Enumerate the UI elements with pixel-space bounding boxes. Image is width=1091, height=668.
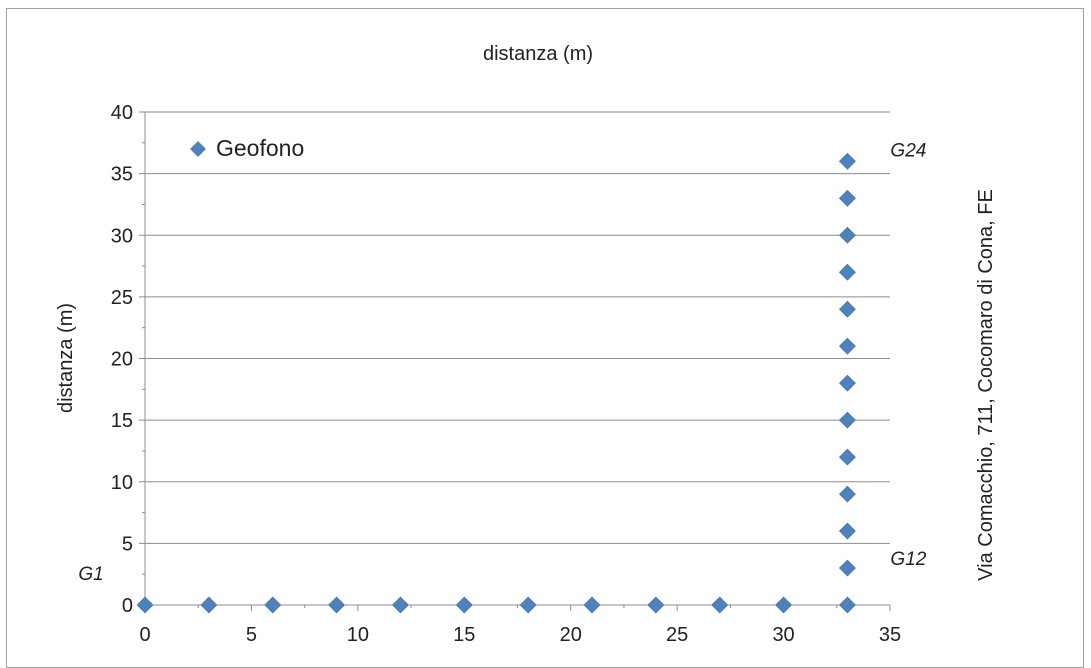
x-tick-label: 30 [772,624,794,646]
chart-frame [6,8,1084,668]
annotation-g24: G24 [890,140,926,161]
data-point [519,596,537,614]
y-tick-label: 0 [122,595,133,617]
y-tick-label: 25 [111,287,133,309]
y-tick-label: 30 [111,225,133,247]
data-point [839,411,856,429]
data-point [839,374,856,392]
x-tick-label: 0 [139,624,150,646]
x-tick-label: 20 [560,624,582,646]
y-tick-label: 5 [122,533,133,555]
data-point [839,522,856,540]
y-tick-label: 40 [111,102,133,124]
x-tick-label: 10 [347,624,369,646]
data-point [455,596,473,614]
x-tick-label: 25 [666,624,688,646]
x-tick-label: 35 [879,624,901,646]
y-tick-label: 10 [111,472,133,494]
tick-labels: 0 5 10 15 20 25 30 35 40 0 5 10 15 20 25 30 35 [111,102,901,646]
x-tick-label: 5 [246,624,257,646]
point-annotations: G1 G12 G24 [78,140,926,585]
x-tick-label: 15 [453,624,475,646]
y-tick-label: 15 [111,410,133,432]
legend-marker-geofono [190,141,206,157]
data-point [839,448,856,466]
data-point [839,300,856,318]
annotation-g12: G12 [890,549,926,570]
data-point [839,189,856,207]
annotation-g1: G1 [78,564,103,585]
data-point [839,559,856,577]
data-point [583,596,601,614]
data-point [775,596,792,614]
data-point [136,596,154,614]
data-point [392,596,409,614]
data-point [647,596,665,614]
data-point [839,226,856,244]
y-axis-label: distanza (m) [55,303,77,413]
data-point [839,485,856,503]
chart-title: distanza (m) [483,43,593,65]
legend: Geofono [190,135,304,161]
data-point [711,596,729,614]
legend-entry-geofono: Geofono [216,135,304,161]
y-tick-label: 20 [111,349,133,371]
axes [139,111,891,611]
data-point [839,152,856,170]
data-point [839,263,856,281]
data-point [839,337,856,355]
data-point [200,596,218,614]
grid-lines [145,111,890,544]
location-label: Via Comacchio, 711, Cocomaro di Cona, FE [975,189,997,581]
data-points [136,152,856,614]
data-point [328,596,345,614]
y-tick-label: 35 [111,164,133,186]
data-point [264,596,282,614]
data-point [839,596,856,614]
